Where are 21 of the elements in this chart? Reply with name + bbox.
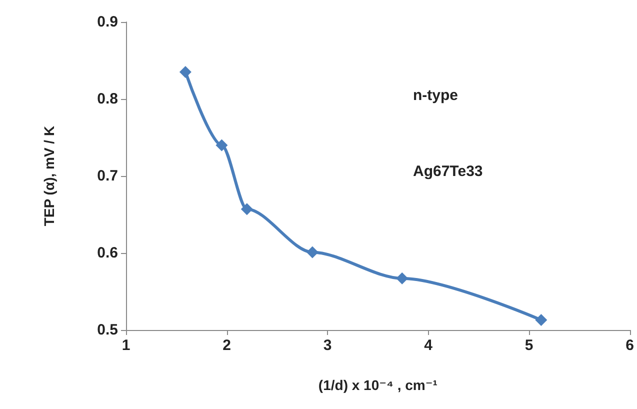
y-tick-label: 0.5 (97, 322, 118, 338)
y-axis-title: TEP (α), mV / K (41, 126, 57, 226)
x-tick-label: 3 (323, 337, 332, 354)
point (306, 246, 318, 258)
point (179, 66, 192, 78)
point (396, 272, 408, 284)
point (240, 203, 253, 216)
x-axis-title: (1/d) x 10⁻⁴ , cm⁻¹ (318, 377, 438, 393)
y-tick-label: 0.9 (97, 14, 118, 30)
point (535, 314, 548, 326)
x-tick-label: 4 (424, 337, 434, 354)
x-tick-label: 5 (524, 337, 534, 354)
y-tick-label: 0.7 (97, 168, 118, 184)
point (216, 139, 228, 152)
annotation: Ag67Te33 (413, 163, 483, 180)
y-tick-label: 0.6 (97, 244, 118, 262)
x-tick-label: 1 (122, 337, 130, 354)
x-tick-label: 6 (626, 337, 634, 354)
x-tick-label: 2 (222, 337, 231, 354)
annotation: n-type (413, 87, 458, 104)
y-tick-label: 0.8 (97, 90, 118, 108)
